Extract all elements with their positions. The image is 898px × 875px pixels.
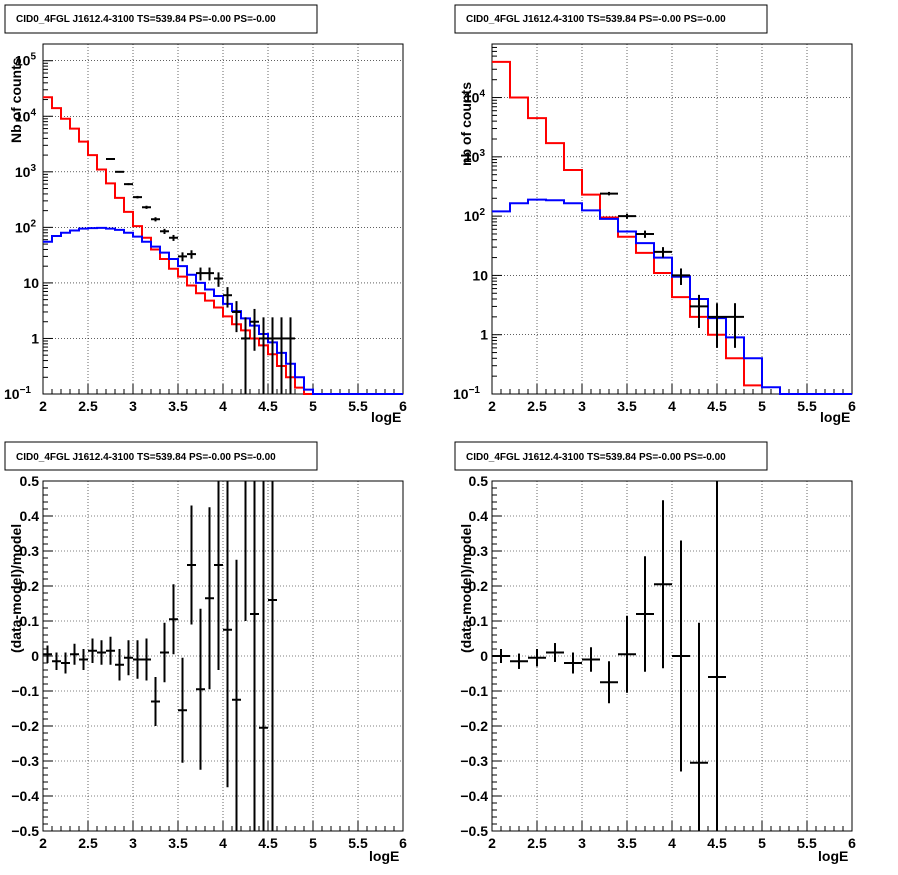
x-tick-label: 6 [399, 835, 407, 851]
x-tick-label: 2 [39, 835, 47, 851]
title-box [4, 441, 318, 471]
x-tick-label: 3.5 [617, 398, 637, 414]
y-tick-label: 0.2 [20, 578, 40, 594]
panel-residuals-left: CID0_4FGL J1612.4-3100 TS=539.84 PS=-0.0… [4, 441, 407, 864]
y-tick-label: 0.5 [469, 473, 489, 489]
x-tick-label: 5 [758, 398, 766, 414]
x-tick-label: 4.5 [258, 835, 278, 851]
title-box [4, 4, 318, 34]
y-tick-label: −0.3 [11, 753, 39, 769]
x-tick-label: 5.5 [797, 398, 817, 414]
y-tick-label: −0.4 [11, 788, 39, 804]
x-tick-label: 2 [488, 398, 496, 414]
title-box [454, 441, 768, 471]
y-tick-label: 102 [15, 218, 37, 235]
panel-counts-right: CID0_4FGL J1612.4-3100 TS=539.84 PS=-0.0… [453, 4, 856, 425]
panel-residuals-right: CID0_4FGL J1612.4-3100 TS=539.84 PS=-0.0… [454, 441, 856, 864]
y-tick-label: 10 [472, 267, 488, 283]
y-tick-label: −0.2 [460, 718, 488, 734]
y-tick-label: 103 [464, 148, 486, 165]
x-tick-label: 3.5 [168, 398, 188, 414]
x-tick-label: 3.5 [617, 835, 637, 851]
y-tick-label: 104 [15, 107, 37, 124]
x-tick-label: 6 [848, 398, 856, 414]
y-tick-label: 10−1 [453, 385, 480, 402]
x-tick-label: 2 [488, 835, 496, 851]
y-tick-label: 0.4 [469, 508, 489, 524]
x-tick-label: 2.5 [527, 398, 547, 414]
y-tick-label: 10−1 [4, 385, 31, 402]
x-tick-label: 2.5 [78, 398, 98, 414]
x-tick-label: 4 [219, 835, 227, 851]
y-axis-label: (data-model)/model [458, 524, 474, 653]
title-box [454, 4, 768, 34]
y-tick-label: −0.5 [460, 823, 488, 839]
y-tick-label: 1 [480, 327, 488, 343]
x-tick-label: 4 [668, 398, 676, 414]
x-tick-label: 2.5 [78, 835, 98, 851]
x-tick-label: 3.5 [168, 835, 188, 851]
y-tick-label: 0.3 [20, 543, 40, 559]
x-axis-label: logE [369, 848, 399, 864]
x-axis-label: logE [818, 848, 848, 864]
y-tick-label: 0.4 [20, 508, 40, 524]
y-tick-label: 102 [464, 207, 486, 224]
y-tick-label: 0.3 [469, 543, 489, 559]
x-tick-label: 3 [578, 835, 586, 851]
y-tick-label: −0.5 [11, 823, 39, 839]
x-tick-label: 3 [129, 835, 137, 851]
x-tick-label: 2 [39, 398, 47, 414]
x-tick-label: 4.5 [707, 835, 727, 851]
panel-title: CID0_4FGL J1612.4-3100 TS=539.84 PS=-0.0… [16, 14, 276, 25]
x-axis-label: logE [371, 409, 401, 425]
x-tick-label: 5 [758, 835, 766, 851]
y-tick-label: −0.2 [11, 718, 39, 734]
x-tick-label: 3 [129, 398, 137, 414]
y-tick-label: −0.1 [460, 683, 488, 699]
series-line [43, 226, 403, 395]
y-tick-label: 0.2 [469, 578, 489, 594]
x-tick-label: 4 [668, 835, 676, 851]
y-tick-label: 1 [31, 330, 39, 346]
y-axis-label: Nb of counts [8, 57, 24, 143]
y-tick-label: 105 [15, 52, 37, 69]
x-tick-label: 5.5 [348, 398, 368, 414]
y-axis-label: (data-model)/model [8, 524, 24, 653]
panel-counts-left: CID0_4FGL J1612.4-3100 TS=539.84 PS=-0.0… [4, 4, 407, 425]
x-tick-label: 4.5 [707, 398, 727, 414]
x-tick-label: 2.5 [527, 835, 547, 851]
y-tick-label: 104 [464, 89, 486, 106]
y-tick-label: 0 [480, 648, 488, 664]
y-tick-label: −0.4 [460, 788, 488, 804]
x-tick-label: 5.5 [797, 835, 817, 851]
y-tick-label: 0.1 [20, 613, 40, 629]
y-tick-label: 0 [31, 648, 39, 664]
y-tick-label: 0.5 [20, 473, 40, 489]
x-tick-label: 4.5 [258, 398, 278, 414]
x-tick-label: 6 [399, 398, 407, 414]
series-line [492, 198, 852, 395]
series-line [43, 96, 313, 395]
y-axis-label: nb of counts [458, 82, 474, 166]
y-tick-label: 10 [23, 275, 39, 291]
panel-title: CID0_4FGL J1612.4-3100 TS=539.84 PS=-0.0… [466, 14, 726, 25]
series-line [492, 60, 762, 387]
x-tick-label: 6 [848, 835, 856, 851]
panel-title: CID0_4FGL J1612.4-3100 TS=539.84 PS=-0.0… [466, 452, 726, 463]
y-tick-label: 103 [15, 163, 37, 180]
x-axis-label: logE [820, 409, 850, 425]
x-tick-label: 5.5 [348, 835, 368, 851]
y-tick-label: −0.1 [11, 683, 39, 699]
y-tick-label: −0.3 [460, 753, 488, 769]
x-tick-label: 5 [309, 835, 317, 851]
x-tick-label: 3 [578, 398, 586, 414]
x-tick-label: 5 [309, 398, 317, 414]
x-tick-label: 4 [219, 398, 227, 414]
panel-title: CID0_4FGL J1612.4-3100 TS=539.84 PS=-0.0… [16, 452, 276, 463]
y-tick-label: 0.1 [469, 613, 489, 629]
